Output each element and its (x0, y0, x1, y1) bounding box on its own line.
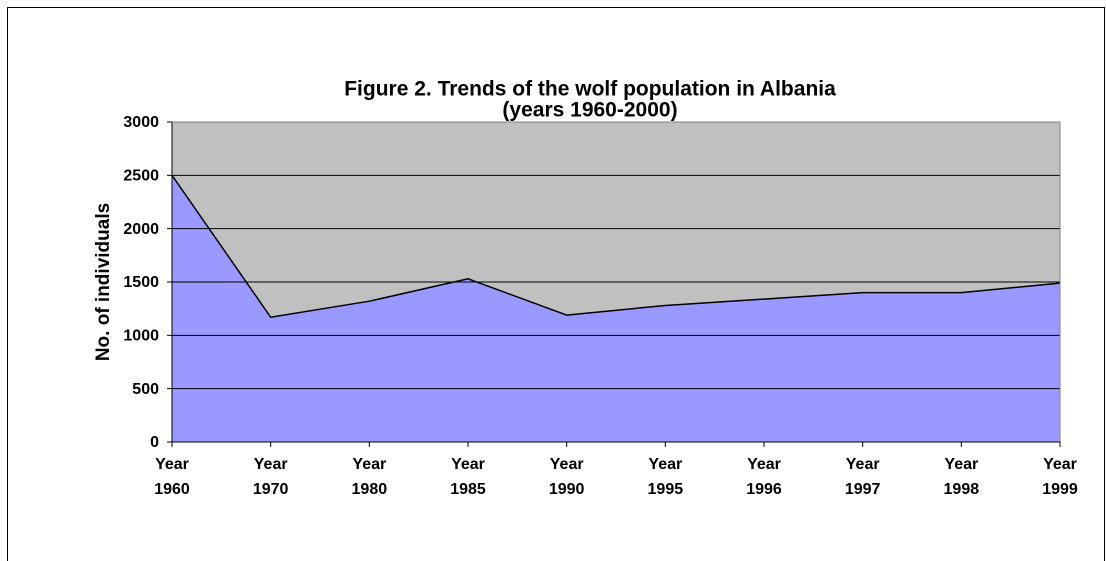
x-tick-label: Year 1960 (154, 456, 190, 498)
x-tick-label: Year 1997 (844, 456, 881, 498)
y-tick-label: 3000 (123, 114, 159, 131)
chart-title: (years 1960-2000) (502, 99, 677, 122)
x-tick-label: Year 1995 (647, 456, 684, 498)
y-tick-label: 1500 (123, 274, 159, 291)
x-tick-label: Year 1985 (450, 456, 486, 498)
x-tick-label: Year 1990 (548, 456, 585, 498)
y-tick-label: 2500 (123, 168, 159, 185)
chart-title: Figure 2. Trends of the wolf population … (344, 78, 836, 101)
x-tick-label: Year 1970 (252, 456, 289, 498)
x-tick-label: Year 1980 (351, 456, 388, 498)
y-tick-label: 500 (132, 381, 159, 398)
y-tick-label: 2000 (123, 221, 159, 238)
x-tick-label: Year 1999 (1042, 456, 1078, 498)
y-tick-label: 1000 (123, 328, 159, 345)
area (172, 175, 1060, 443)
y-axis-label: No. of individuals (93, 203, 114, 361)
x-tick-label: Year 1998 (943, 456, 980, 498)
x-tick-label: Year 1996 (746, 456, 782, 498)
y-tick-label: 0 (150, 434, 159, 451)
area-line (171, 174, 1061, 319)
